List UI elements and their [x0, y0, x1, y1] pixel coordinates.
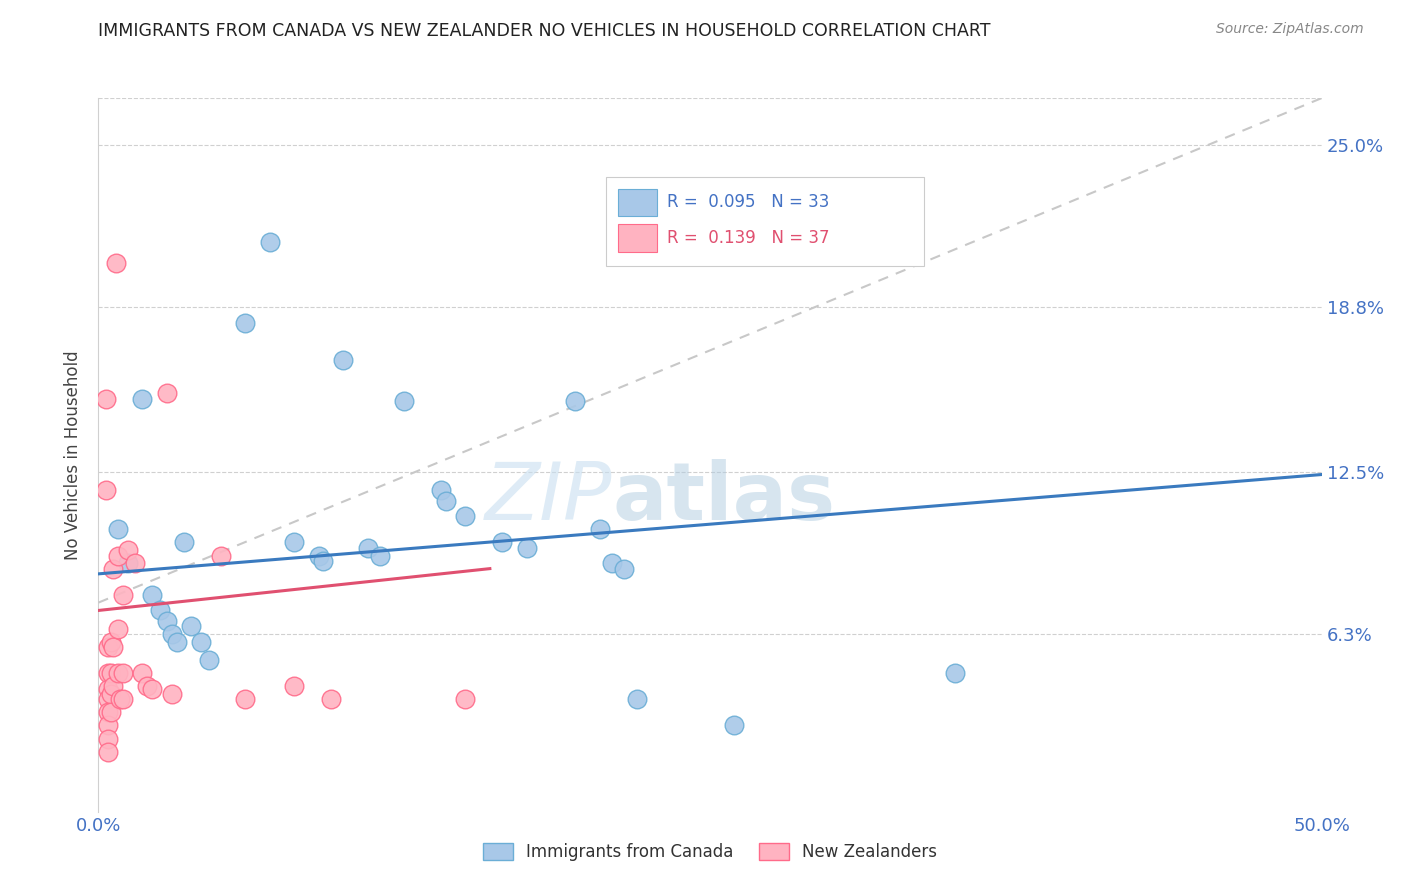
FancyBboxPatch shape: [619, 189, 658, 216]
Point: [94, 392, 117, 406]
Point: [117, 557, 139, 571]
Point: [97, 640, 120, 654]
Point: [107, 666, 129, 681]
Point: [332, 352, 354, 367]
Point: [100, 687, 122, 701]
Point: [197, 653, 219, 667]
Point: [209, 549, 232, 563]
Point: [97, 681, 120, 696]
Text: R =  0.139   N = 37: R = 0.139 N = 37: [668, 229, 830, 247]
Point: [141, 588, 163, 602]
Point: [97, 731, 120, 746]
Point: [392, 394, 416, 409]
Text: atlas: atlas: [612, 458, 835, 537]
Point: [100, 635, 122, 649]
FancyBboxPatch shape: [619, 225, 658, 252]
Point: [515, 541, 537, 555]
Point: [173, 535, 195, 549]
Point: [233, 316, 256, 330]
Point: [283, 679, 305, 693]
Point: [97, 718, 120, 732]
Point: [101, 679, 124, 693]
Point: [111, 588, 134, 602]
Point: [136, 679, 159, 693]
Point: [166, 635, 188, 649]
Point: [100, 666, 122, 681]
Point: [107, 523, 129, 537]
Point: [190, 635, 212, 649]
Point: [149, 603, 172, 617]
Point: [368, 549, 391, 563]
Point: [97, 692, 120, 706]
Point: [110, 692, 132, 706]
Point: [564, 394, 586, 409]
Point: [613, 561, 636, 575]
FancyBboxPatch shape: [606, 177, 924, 266]
Point: [156, 386, 179, 401]
Point: [100, 706, 122, 720]
Point: [600, 557, 623, 571]
Point: [104, 256, 127, 270]
Point: [312, 554, 335, 568]
Point: [101, 640, 124, 654]
Point: [259, 235, 281, 249]
Point: [117, 543, 139, 558]
Point: [107, 622, 129, 636]
Point: [943, 666, 966, 681]
Point: [111, 692, 134, 706]
Text: R =  0.095   N = 33: R = 0.095 N = 33: [668, 194, 830, 211]
Point: [491, 535, 513, 549]
Point: [356, 541, 378, 555]
Point: [94, 483, 117, 498]
Point: [160, 627, 183, 641]
Point: [107, 549, 129, 563]
Text: ZIP: ZIP: [485, 458, 612, 537]
Point: [319, 692, 342, 706]
Point: [156, 614, 179, 628]
Point: [233, 692, 256, 706]
Point: [111, 666, 134, 681]
Text: Source: ZipAtlas.com: Source: ZipAtlas.com: [1216, 22, 1364, 37]
Point: [131, 392, 153, 406]
Text: IMMIGRANTS FROM CANADA VS NEW ZEALANDER NO VEHICLES IN HOUSEHOLD CORRELATION CHA: IMMIGRANTS FROM CANADA VS NEW ZEALANDER …: [98, 22, 991, 40]
Point: [454, 692, 477, 706]
Point: [723, 718, 745, 732]
Y-axis label: No Vehicles in Household: No Vehicles in Household: [65, 350, 83, 560]
Point: [430, 483, 453, 498]
Point: [101, 561, 124, 575]
Point: [589, 523, 612, 537]
Point: [97, 745, 120, 759]
Legend: Immigrants from Canada, New Zealanders: Immigrants from Canada, New Zealanders: [477, 836, 943, 868]
Point: [434, 493, 457, 508]
Point: [97, 706, 120, 720]
Point: [141, 681, 163, 696]
Point: [124, 557, 146, 571]
Point: [454, 509, 477, 524]
Point: [308, 549, 330, 563]
Point: [626, 692, 648, 706]
Point: [131, 666, 153, 681]
Point: [283, 535, 305, 549]
Point: [97, 666, 120, 681]
Point: [180, 619, 202, 633]
Point: [160, 687, 183, 701]
